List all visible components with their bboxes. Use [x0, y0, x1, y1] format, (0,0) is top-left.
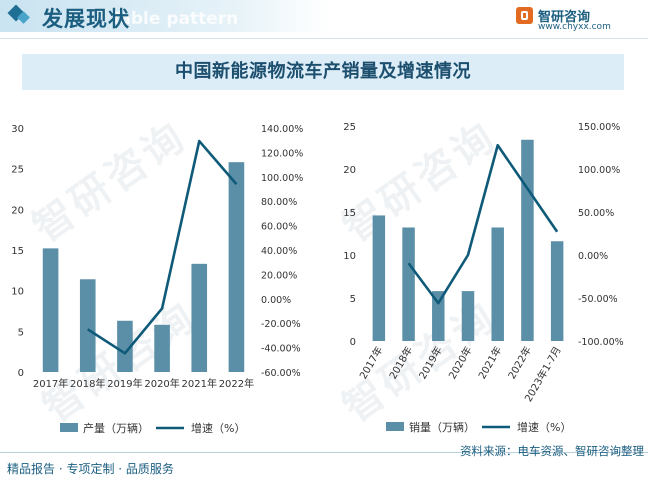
y-left-tick-label: 5	[350, 294, 356, 305]
brand-logo-icon	[516, 7, 533, 24]
footer-slogan: 精品报告 · 专项定制 · 品质服务	[7, 462, 174, 476]
y-left-tick-label: 10	[11, 287, 24, 298]
y-right-tick-label: 150.00%	[578, 122, 620, 133]
growth-line	[407, 143, 559, 305]
legend-line-label: 增速（%）	[191, 421, 245, 435]
bar	[372, 215, 386, 341]
y-left-tick-label: 20	[343, 165, 356, 176]
footer: 精品报告 · 专项定制 · 品质服务 资料来源：电车资源、智研咨询整理	[0, 444, 648, 479]
growth-line	[87, 139, 238, 355]
bar	[154, 324, 170, 372]
data-source: 资料来源：电车资源、智研咨询整理	[460, 444, 644, 458]
y-left-tick-label: 5	[18, 327, 24, 338]
y-left-tick-label: 30	[11, 124, 24, 135]
x-tick-label: 2018年	[386, 344, 415, 381]
header-divider	[0, 38, 648, 39]
y-right-tick-label: 80.00%	[261, 197, 297, 208]
legend-bar-label: 产量（万辆）	[83, 421, 149, 435]
x-tick-label: 2017年	[356, 344, 385, 381]
y-left-tick-label: 20	[11, 205, 24, 216]
y-right-tick-label: -20.00%	[261, 319, 301, 330]
x-tick-label: 2022年	[219, 377, 254, 390]
y-right-tick-label: -60.00%	[261, 368, 301, 379]
x-tick-label: 2017年	[33, 377, 68, 390]
legend-bar-label: 销量（万辆）	[409, 420, 475, 434]
bar	[117, 320, 133, 372]
production-chart: 0 5 10 15 20 25 30 -60.00% -40.00% -20.00% 0.00% 20…	[11, 124, 303, 435]
y-left-tick-label: 15	[343, 208, 356, 219]
legend-bar-swatch	[386, 422, 404, 431]
brand[interactable]: 智研咨询 www.chyxx.com	[516, 4, 636, 34]
x-tick-label: 2020年	[446, 344, 475, 381]
section-title: 发展现状	[42, 7, 130, 31]
bar	[521, 139, 534, 341]
y-right-tick-label: 60.00%	[261, 222, 297, 233]
y-left-tick-label: 25	[343, 122, 356, 133]
bar	[79, 279, 96, 372]
y-left-tick-label: 15	[11, 246, 24, 257]
x-tick-label: 2021年	[182, 377, 217, 390]
x-tick-label: 2022年	[505, 344, 534, 381]
bar	[491, 227, 504, 341]
x-tick-label: 2021年	[475, 344, 504, 381]
legend-line-label: 增速（%）	[517, 420, 571, 434]
y-right-tick-label: 0.00%	[261, 295, 291, 306]
y-left-tick-label: 0	[350, 337, 356, 348]
y-left-tick-label: 25	[11, 165, 24, 176]
y-right-tick-label: 120.00%	[261, 148, 303, 159]
brand-url[interactable]: www.chyxx.com	[538, 22, 611, 32]
chart-title: 中国新能源物流车产销量及增速情况	[22, 54, 624, 90]
y-right-tick-label: 0.00%	[578, 251, 608, 262]
y-right-tick-label: 50.00%	[578, 208, 614, 219]
y-right-tick-label: 100.00%	[261, 173, 303, 184]
y-left-tick-label: 10	[343, 251, 356, 262]
bar	[402, 227, 415, 341]
y-right-tick-label: 100.00%	[578, 165, 620, 176]
y-right-tick-label: -100.00%	[578, 337, 624, 348]
y-right-tick-label: -40.00%	[261, 344, 301, 355]
header-bar: Table pattern 发展现状 智研咨询 www.chyxx.com	[0, 0, 648, 36]
x-tick-label: 2020年	[144, 377, 179, 390]
bar	[432, 291, 445, 341]
bar	[228, 162, 245, 372]
bar	[42, 248, 59, 372]
y-right-tick-label: 40.00%	[261, 246, 297, 257]
y-right-tick-label: -50.00%	[578, 294, 618, 305]
sales-chart: 0 5 10 15 20 25 -100.00% -50.00% 0.00% 50.00% 100.…	[343, 122, 624, 434]
y-left-tick-label: 0	[18, 368, 24, 379]
y-right-tick-label: 140.00%	[261, 124, 303, 135]
x-tick-label: 2019年	[416, 344, 445, 381]
y-right-tick-label: 20.00%	[261, 270, 297, 281]
x-tick-label: 2019年	[107, 377, 142, 390]
bar	[461, 291, 475, 341]
legend-bar-swatch	[60, 423, 78, 432]
x-tick-label: 2018年	[70, 377, 105, 390]
bar	[191, 263, 208, 372]
header-pattern-text: Table pattern	[110, 9, 239, 29]
brand-name: 智研咨询	[538, 10, 591, 25]
bar	[550, 241, 564, 341]
header-band	[0, 0, 330, 32]
